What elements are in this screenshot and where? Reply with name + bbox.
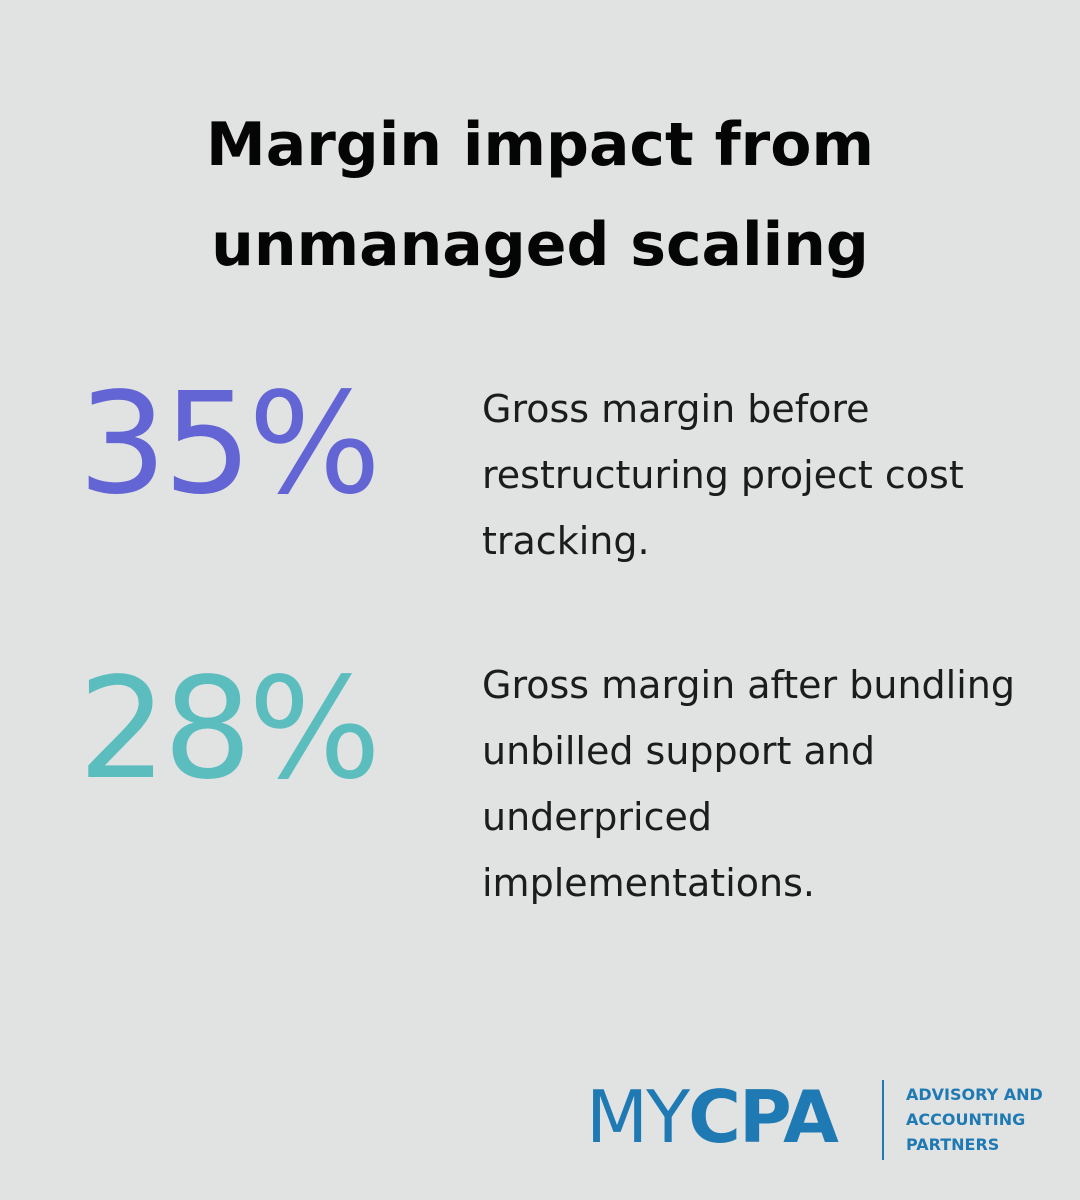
logo-tagline: ADVISORY AND ACCOUNTING PARTNERS — [906, 1082, 1043, 1157]
title: Margin impact from unmanaged scaling — [206, 110, 874, 280]
logo-separator — [882, 1080, 884, 1160]
logo-wordmark: MYCPA — [586, 1072, 839, 1162]
stat-description: Gross margin after bundling unbilled sup… — [482, 663, 1015, 905]
stat-value: 28% — [78, 648, 381, 811]
stat-value: 35% — [78, 363, 381, 526]
tagline-line: ACCOUNTING — [906, 1110, 1026, 1129]
logo-my: MY — [586, 1075, 690, 1159]
tagline-line: PARTNERS — [906, 1135, 1000, 1154]
stat-description: Gross margin before restructuring projec… — [482, 387, 964, 563]
logo-cpa: CPA — [688, 1075, 839, 1159]
tagline-line: ADVISORY AND — [906, 1085, 1043, 1104]
